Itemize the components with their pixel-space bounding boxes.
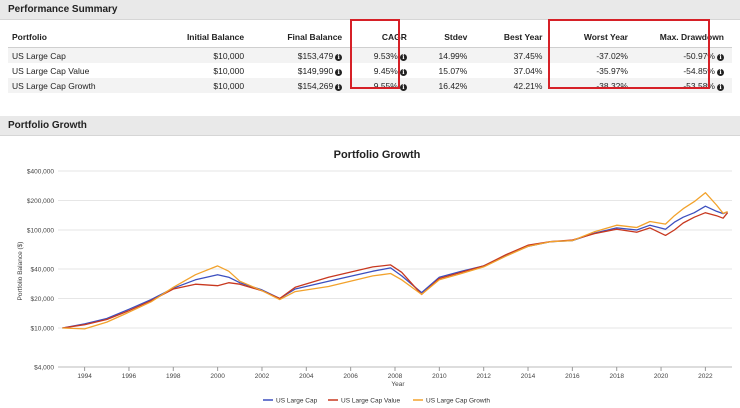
col-initial-balance: Initial Balance — [177, 28, 253, 48]
info-icon[interactable]: i — [717, 68, 724, 76]
info-icon[interactable]: i — [335, 83, 343, 91]
x-tick-label: 2020 — [654, 373, 669, 380]
col-cagr: CAGR — [350, 28, 415, 48]
series-line — [62, 205, 728, 329]
info-icon[interactable]: i — [399, 68, 407, 76]
cell-max-drawdown: -50.97% i — [635, 47, 732, 63]
y-tick-label: $10,000 — [31, 326, 55, 333]
performance-summary-table: Portfolio Initial Balance Final Balance … — [8, 28, 732, 93]
x-tick-label: 2018 — [609, 373, 624, 380]
y-tick-label: $40,000 — [31, 267, 55, 274]
cell-final: $154,269 i — [252, 78, 351, 93]
table-row: US Large Cap Growth $10,000 $154,269 i 9.… — [8, 78, 732, 93]
info-icon[interactable]: i — [399, 53, 407, 61]
portfolio-growth-header: Portfolio Growth — [0, 116, 740, 136]
cell-stdev: 15.07% — [438, 65, 468, 76]
portfolio-growth-chart: Portfolio Growth $4,000 $10,000 $20,000 $40… — [17, 149, 732, 405]
chart-title: Portfolio Growth — [334, 149, 421, 161]
x-tick-label: 2022 — [698, 373, 713, 380]
table-row: US Large Cap $10,000 $153,479 i 9.53% i 14… — [8, 47, 732, 63]
cell-cagr: 9.53% i — [350, 47, 415, 63]
cell-cagr: 9.55% i — [350, 78, 415, 93]
x-axis-label: Year — [391, 381, 405, 388]
col-stdev: Stdev — [414, 28, 476, 48]
x-tick-label: 2014 — [521, 373, 536, 380]
cell-final: $149,990 i — [252, 63, 350, 78]
col-max-drawdown: Max. Drawdown — [635, 28, 732, 48]
cell-worst-year: -37.02% — [550, 47, 636, 63]
x-tick-label: 1996 — [122, 373, 137, 380]
series-line — [62, 212, 729, 329]
cell-initial: $10,000 — [213, 65, 245, 76]
x-tick-label: 2002 — [255, 373, 270, 380]
series-line — [62, 192, 728, 330]
col-best-year: Best Year — [475, 28, 551, 48]
cell-best-year: 37.04% — [513, 65, 543, 76]
table-row: US Large Cap Value $10,000 $149,990 i 9.4… — [8, 63, 732, 78]
y-axis-ticks: $4,000 $10,000 $20,000 $40,000 $100,000 $200,… — [27, 169, 55, 372]
cell-cagr: 9.45% i — [350, 63, 415, 78]
cell-initial: $10,000 — [177, 47, 253, 63]
table-header-row: Portfolio Initial Balance Final Balance … — [8, 28, 732, 48]
col-worst-year: Worst Year — [550, 28, 636, 48]
x-tick-label: 1998 — [166, 373, 181, 380]
y-tick-label: $100,000 — [27, 228, 54, 235]
chart-legend: US Large Cap US Large Cap Value US Large C… — [263, 398, 490, 405]
cell-best-year: 42.21% — [475, 78, 551, 93]
y-tick-label: $20,000 — [31, 296, 55, 303]
col-portfolio: Portfolio — [8, 28, 177, 48]
info-icon[interactable]: i — [399, 83, 407, 91]
x-tick-label: 2000 — [210, 373, 225, 380]
chart-grid — [58, 170, 732, 368]
cell-portfolio: US Large Cap Value — [12, 65, 90, 76]
x-tick-label: 2010 — [432, 373, 447, 380]
cell-worst-year: -38.32% — [550, 78, 636, 93]
x-tick-label: 2016 — [565, 373, 580, 380]
cell-final: $153,479 i — [252, 47, 351, 63]
cell-stdev: 14.99% — [414, 47, 476, 63]
x-tick-label: 2012 — [476, 373, 491, 380]
cell-portfolio: US Large Cap Growth — [8, 78, 177, 93]
x-tick-label: 2008 — [388, 373, 403, 380]
info-icon[interactable]: i — [335, 68, 343, 76]
cell-portfolio: US Large Cap — [8, 47, 177, 63]
y-tick-label: $4,000 — [34, 365, 54, 372]
legend-label[interactable]: US Large Cap — [276, 398, 318, 405]
info-icon[interactable]: i — [717, 53, 724, 61]
cell-worst-year: -35.97% — [596, 65, 628, 76]
cell-max-drawdown: -53.58% i — [635, 78, 732, 93]
chart-series — [62, 192, 729, 330]
x-axis-ticks: 1994 1996 1998 2000 2002 2004 2006 2008 2010 2012… — [77, 367, 713, 380]
info-icon[interactable]: i — [335, 53, 343, 61]
x-tick-label: 2006 — [343, 373, 358, 380]
y-tick-label: $400,000 — [27, 169, 54, 176]
legend-label[interactable]: US Large Cap Growth — [426, 398, 490, 405]
cell-stdev: 16.42% — [414, 78, 476, 93]
info-icon[interactable]: i — [717, 83, 724, 91]
cell-initial: $10,000 — [177, 78, 253, 93]
x-tick-label: 2004 — [299, 373, 314, 380]
cell-best-year: 37.45% — [475, 47, 551, 63]
y-axis-label: Portfolio Balance ($) — [17, 242, 24, 301]
legend-label[interactable]: US Large Cap Value — [341, 398, 401, 405]
y-tick-label: $200,000 — [27, 198, 54, 205]
col-final-balance: Final Balance — [252, 28, 351, 48]
x-tick-label: 1994 — [77, 373, 92, 380]
cell-max-drawdown: -54.85% i — [636, 63, 732, 78]
performance-summary-header: Performance Summary — [0, 0, 740, 20]
